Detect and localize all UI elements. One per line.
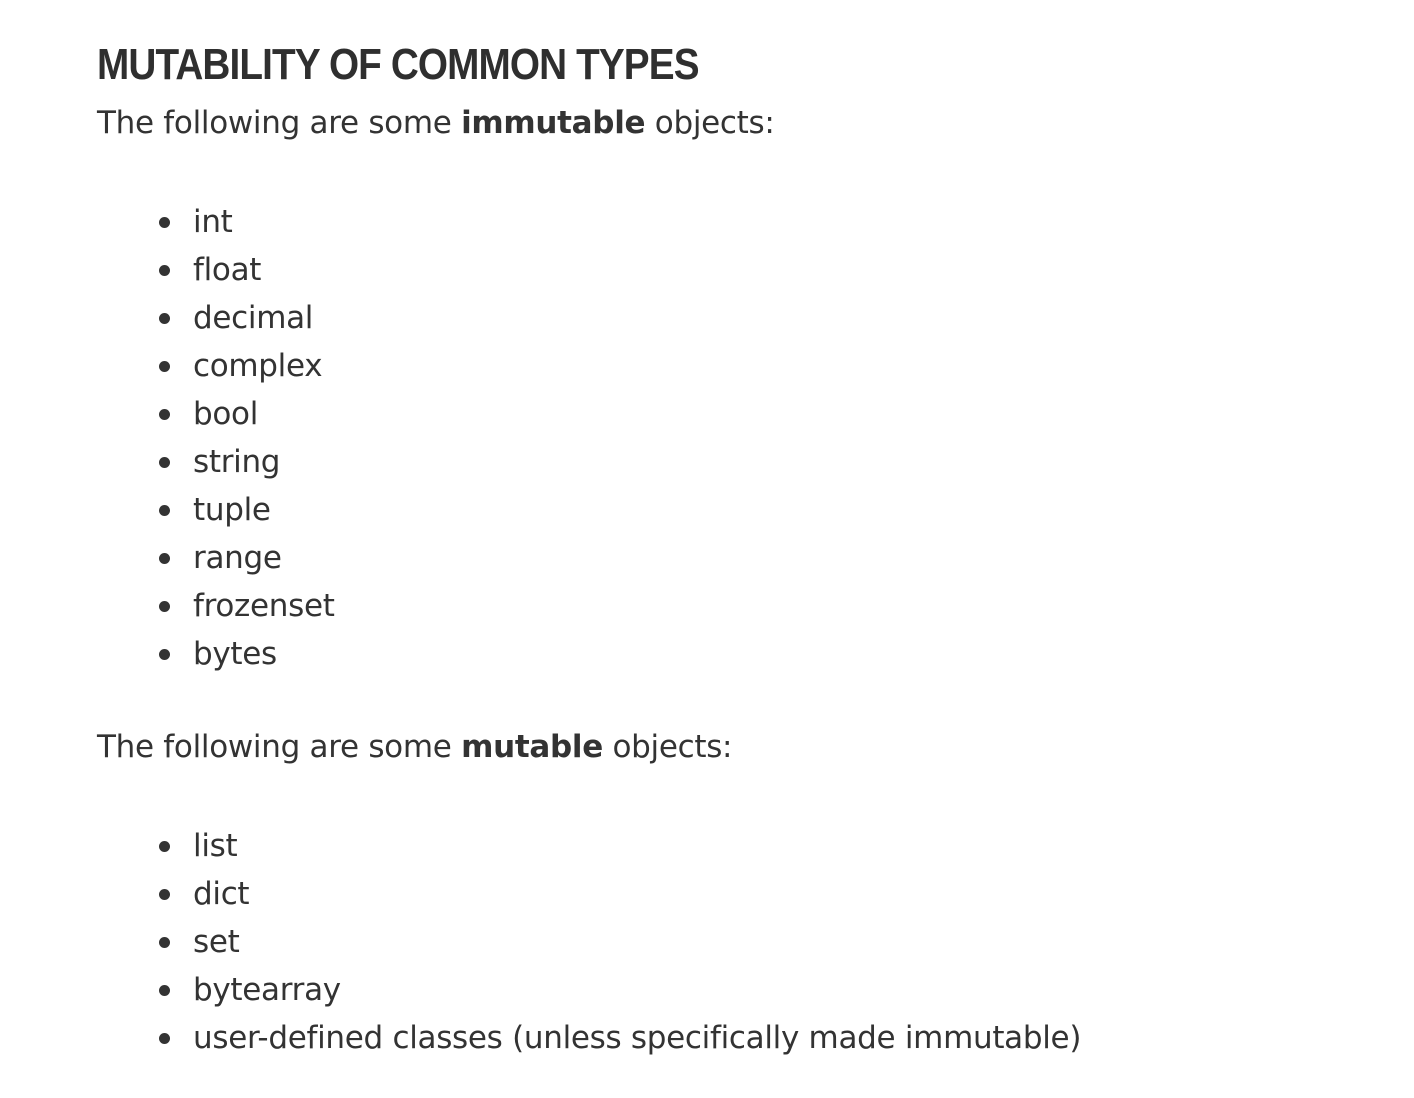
bullet-icon	[159, 409, 170, 420]
list-item-label: complex	[193, 348, 323, 384]
bullet-icon	[159, 505, 170, 516]
list-item-label: bool	[193, 396, 259, 432]
list-item-label: frozenset	[193, 588, 335, 624]
list-item-label: user-defined classes (unless specificall…	[193, 1020, 1082, 1056]
bullet-icon	[159, 1033, 170, 1044]
mutable-emphasis: mutable	[461, 729, 603, 765]
list-item-label: dict	[193, 876, 250, 912]
mutable-types-list: list dict set bytearray user-defined cla…	[97, 822, 1377, 1062]
list-item-label: list	[193, 828, 238, 864]
list-item: list	[97, 822, 1377, 870]
list-item-label: range	[193, 540, 282, 576]
list-item-label: tuple	[193, 492, 271, 528]
list-item: float	[97, 246, 1377, 294]
list-item: range	[97, 534, 1377, 582]
list-item-label: float	[193, 252, 262, 288]
bullet-icon	[159, 457, 170, 468]
bullet-icon	[159, 217, 170, 228]
immutable-intro-before: The following are some	[97, 105, 462, 141]
list-item: bytearray	[97, 966, 1377, 1014]
mutable-intro: The following are some mutable objects:	[97, 726, 1377, 768]
list-item-label: string	[193, 444, 281, 480]
list-item: frozenset	[97, 582, 1377, 630]
bullet-icon	[159, 601, 170, 612]
bullet-icon	[159, 841, 170, 852]
bullet-icon	[159, 889, 170, 900]
bullet-icon	[159, 553, 170, 564]
immutable-emphasis: immutable	[461, 105, 646, 141]
list-item-label: bytes	[193, 636, 277, 672]
list-item-label: set	[193, 924, 240, 960]
list-item: bool	[97, 390, 1377, 438]
list-item: set	[97, 918, 1377, 966]
bullet-icon	[159, 265, 170, 276]
mutable-intro-after: objects:	[602, 729, 733, 765]
immutable-types-list: int float decimal complex bool string tu…	[97, 198, 1377, 678]
immutable-intro: The following are some immutable objects…	[97, 102, 1377, 144]
list-item-label: bytearray	[193, 972, 341, 1008]
list-item: tuple	[97, 486, 1377, 534]
article-content: MUTABILITY OF COMMON TYPES The following…	[97, 36, 1377, 1062]
page-title: MUTABILITY OF COMMON TYPES	[97, 40, 700, 89]
list-item: string	[97, 438, 1377, 486]
list-item: int	[97, 198, 1377, 246]
list-item: decimal	[97, 294, 1377, 342]
list-item-label: int	[193, 204, 233, 240]
list-item: dict	[97, 870, 1377, 918]
bullet-icon	[159, 361, 170, 372]
bullet-icon	[159, 313, 170, 324]
list-item: user-defined classes (unless specificall…	[97, 1014, 1377, 1062]
bullet-icon	[159, 937, 170, 948]
bullet-icon	[159, 649, 170, 660]
immutable-intro-after: objects:	[645, 105, 775, 141]
bullet-icon	[159, 985, 170, 996]
list-item: complex	[97, 342, 1377, 390]
list-item-label: decimal	[193, 300, 314, 336]
list-item: bytes	[97, 630, 1377, 678]
mutable-intro-before: The following are some	[97, 729, 462, 765]
